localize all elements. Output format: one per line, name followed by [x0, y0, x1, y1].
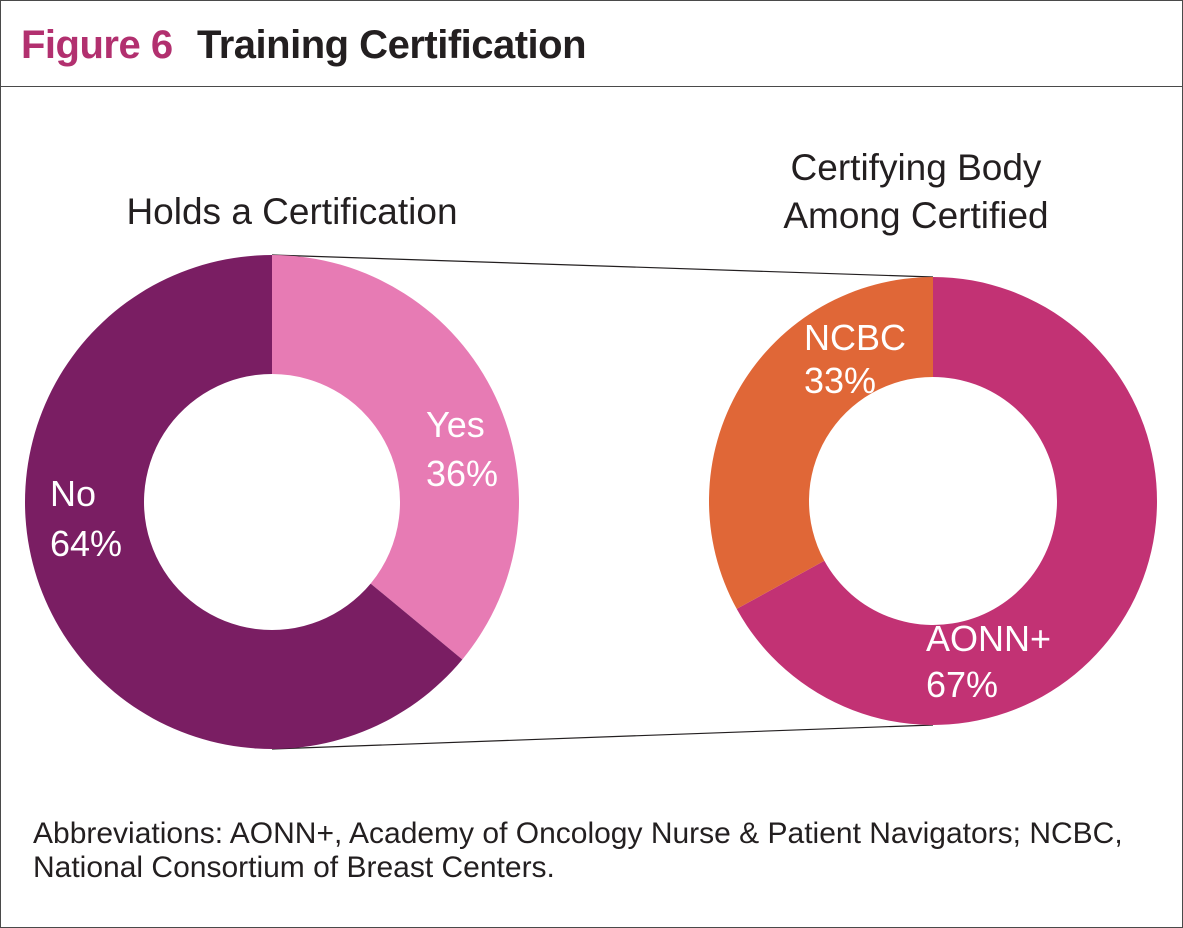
slice-label-aonn-: AONN+ [926, 618, 1051, 659]
slice-label-yes: Yes [426, 404, 485, 445]
figure-header: Figure 6 Training Certification [1, 1, 1182, 87]
slice-label-ncbc: NCBC [804, 317, 906, 358]
left-chart-title: Holds a Certification [126, 191, 457, 232]
slice-value-aonn-: 67% [926, 664, 998, 705]
slice-ncbc [708, 277, 933, 609]
figure-label: Figure 6 [21, 23, 173, 67]
donut-certifying-body [708, 277, 1157, 725]
slice-value-yes: 36% [426, 453, 498, 494]
figure-title: Training Certification [197, 23, 587, 67]
slice-no [24, 255, 463, 750]
slice-value-no: 64% [50, 523, 122, 564]
connector-bottom [271, 724, 934, 750]
right-chart-title-line-1: Certifying Body [791, 147, 1042, 188]
abbreviations-footnote: Abbreviations: AONN+, Academy of Oncolog… [33, 817, 1123, 884]
slice-label-no: No [50, 473, 96, 514]
slice-value-ncbc: 33% [804, 360, 876, 401]
connector-top [271, 254, 934, 278]
slice-aonn- [736, 277, 1157, 725]
slice-yes [272, 255, 519, 660]
right-chart-title-line-2: Among Certified [783, 195, 1048, 236]
zoom-connector-lines [271, 254, 934, 750]
chart-titles: Holds a Certification Certifying Body Amon… [126, 147, 1048, 236]
donut-holds-certification [24, 255, 519, 750]
